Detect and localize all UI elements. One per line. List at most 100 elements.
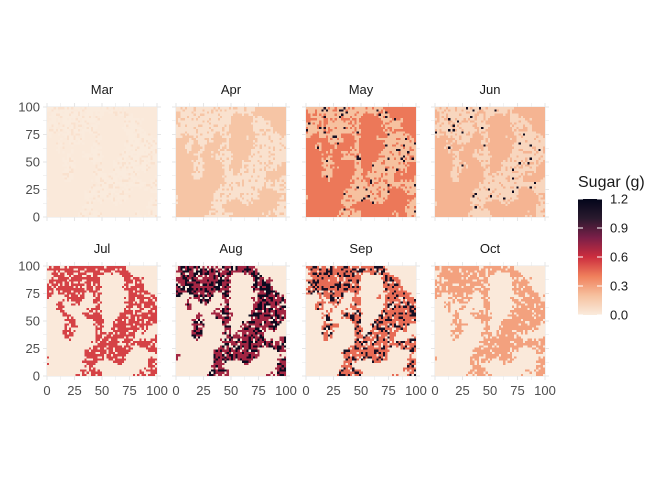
heatmap-cell <box>121 197 125 200</box>
heatmap-cell <box>77 137 81 141</box>
heatmap-cell <box>217 201 221 204</box>
heatmap-cell <box>231 197 234 200</box>
heatmap-cell <box>211 192 214 196</box>
heatmap-cell <box>209 137 212 141</box>
heatmap-cell <box>242 115 245 119</box>
heatmap-cell <box>71 201 74 204</box>
heatmap-cell <box>119 124 122 127</box>
heatmap-cell <box>49 155 52 158</box>
heatmap-cell <box>246 199 249 202</box>
heatmap-cell <box>86 212 89 215</box>
heatmap-cell <box>182 146 185 149</box>
heatmap-cell <box>49 148 52 152</box>
heatmap-cell <box>242 210 245 213</box>
heatmap-cell <box>213 170 216 174</box>
heatmap-cell <box>77 111 81 114</box>
heatmap-cell <box>150 115 153 119</box>
heatmap-cell <box>257 192 260 196</box>
heatmap-cell <box>126 113 129 116</box>
heatmap-cell <box>206 210 210 213</box>
heatmap-cell <box>95 118 98 121</box>
heatmap-cell <box>58 208 61 211</box>
heatmap-cell <box>80 124 83 127</box>
heatmap-cell <box>250 162 254 165</box>
heatmap-cell <box>49 203 52 207</box>
heatmap-cell <box>250 214 254 218</box>
heatmap-cell <box>113 210 116 213</box>
heatmap-cell <box>71 179 74 182</box>
heatmap-cell <box>191 144 194 147</box>
heatmap-cell <box>255 186 258 189</box>
heatmap-cell <box>128 155 131 158</box>
heatmap-cell <box>135 153 138 156</box>
heatmap-cell <box>141 197 144 200</box>
heatmap-cell <box>71 188 74 191</box>
heatmap-cell <box>113 190 116 193</box>
heatmap-cell <box>224 135 227 138</box>
heatmap-cell <box>202 168 205 171</box>
heatmap-cell <box>250 148 254 152</box>
heatmap-cell <box>51 186 54 189</box>
heatmap-cell <box>119 107 122 110</box>
heatmap-cell <box>137 192 140 196</box>
heatmap-cell <box>73 164 76 167</box>
heatmap-cell <box>53 157 56 160</box>
heatmap-cell <box>91 129 94 132</box>
heatmap-cell <box>244 153 247 156</box>
heatmap-cell <box>217 214 221 218</box>
heatmap-cell <box>58 195 61 198</box>
heatmap-cell <box>215 175 218 178</box>
y-tick-label: 50 <box>26 155 40 170</box>
heatmap-cell <box>200 192 203 196</box>
heatmap-cell <box>137 126 140 130</box>
heatmap-cell <box>283 203 287 207</box>
heatmap-cell <box>154 168 158 171</box>
heatmap-cell <box>130 190 133 193</box>
heatmap-cell <box>106 131 109 134</box>
heatmap-cell <box>49 113 52 116</box>
heatmap-cell <box>246 166 249 169</box>
heatmap-cell <box>275 199 278 202</box>
heatmap-cell <box>211 186 214 189</box>
heatmap-cell <box>259 181 262 185</box>
heatmap-cell <box>178 206 181 209</box>
heatmap-cell <box>47 164 50 167</box>
heatmap-cell <box>97 206 100 209</box>
heatmap-cell <box>55 173 59 176</box>
heatmap-cell <box>257 120 260 123</box>
heatmap-cell <box>246 177 249 180</box>
heatmap-cell <box>117 111 120 114</box>
heatmap-cell <box>47 197 50 200</box>
heatmap-cell <box>195 155 199 158</box>
heatmap-cell <box>176 111 179 114</box>
heatmap-cell <box>146 109 149 112</box>
heatmap-cell <box>283 118 287 121</box>
heatmap-cell <box>88 177 92 180</box>
heatmap-cell <box>49 184 52 187</box>
heatmap-cell <box>113 144 116 147</box>
heatmap-cell <box>184 120 188 123</box>
heatmap-cell <box>237 153 240 156</box>
heatmap-cell <box>275 118 278 121</box>
heatmap-cell <box>117 201 120 204</box>
heatmap-cell <box>182 111 185 114</box>
heatmap-cell <box>231 206 234 209</box>
heatmap-cell <box>154 195 158 198</box>
heatmap-cell <box>71 164 74 167</box>
heatmap-cell <box>55 184 59 187</box>
heatmap-cell <box>244 179 247 182</box>
heatmap-cell <box>191 206 194 209</box>
heatmap-cell <box>71 157 74 160</box>
heatmap-cell <box>202 201 205 204</box>
heatmap-cell <box>204 203 207 207</box>
heatmap-cell <box>148 131 151 134</box>
heatmap-cell <box>184 210 188 213</box>
heatmap-cell <box>135 210 138 213</box>
heatmap-cell <box>75 206 78 209</box>
heatmap-cell <box>146 159 149 163</box>
heatmap-cell <box>75 212 78 215</box>
heatmap-cell <box>211 199 214 202</box>
heatmap-cell <box>270 173 273 176</box>
heatmap-cell <box>69 124 72 127</box>
heatmap-cell <box>275 113 278 116</box>
